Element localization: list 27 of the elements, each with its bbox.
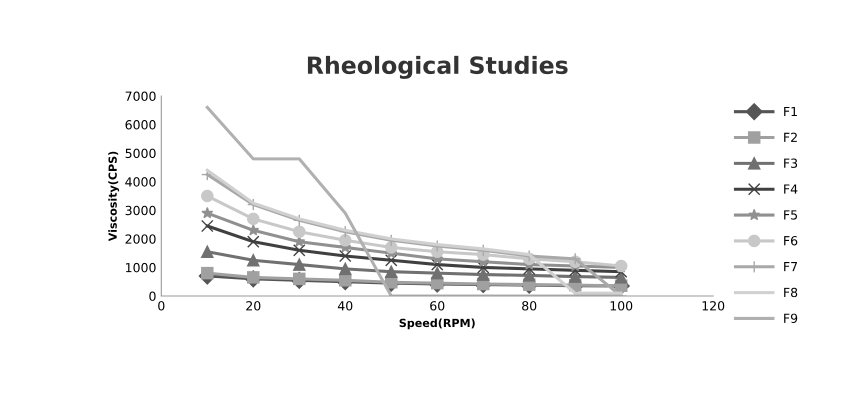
chart-title: Rheological Studies — [308, 56, 568, 79]
legend-label: F1 — [784, 106, 797, 116]
y-tick-label: 0 — [149, 291, 156, 301]
legend-label: F5 — [784, 210, 797, 220]
x-tick-label: 80 — [522, 301, 536, 311]
legend-label: F7 — [784, 262, 798, 272]
y-tick-label: 2000 — [126, 234, 156, 244]
x-tick-label: 100 — [610, 301, 632, 311]
legend-label: F3 — [784, 158, 798, 168]
x-tick-label: 20 — [246, 301, 260, 311]
x-tick-label: 120 — [702, 301, 724, 311]
y-tick-label: 4000 — [125, 177, 156, 187]
y-tick-label: 3000 — [126, 206, 156, 216]
legend-label: F6 — [784, 236, 798, 246]
y-tick-label: 7000 — [126, 91, 156, 101]
x-tick-label: 40 — [338, 301, 352, 311]
legend-label: F4 — [784, 184, 798, 194]
legend-label: F8 — [784, 288, 798, 298]
legend-label: F2 — [784, 132, 797, 142]
x-axis-title: Speed(RPM) — [400, 318, 475, 330]
legend-label: F9 — [784, 314, 798, 324]
x-tick-label: 0 — [158, 301, 164, 311]
x-tick-label: 60 — [430, 301, 444, 311]
y-axis-title: Viscosity(CPS) — [108, 152, 120, 242]
y-tick-label: 6000 — [126, 120, 156, 130]
y-tick-label: 1000 — [126, 262, 156, 272]
y-tick-label: 5000 — [126, 148, 156, 158]
